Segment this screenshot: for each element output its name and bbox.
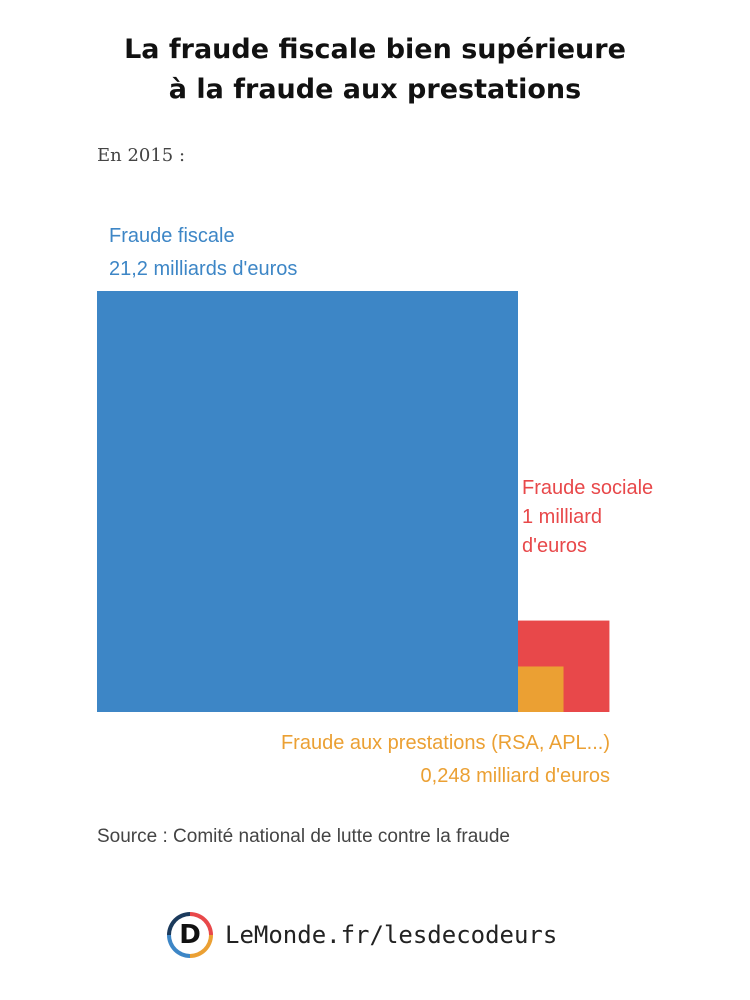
label-fraude-sociale: Fraude sociale 1 milliard d'euros — [522, 474, 653, 561]
label-fraude-sociale-name: Fraude sociale — [522, 477, 654, 499]
chart-subtitle: En 2015 : — [97, 145, 186, 166]
brand-footer[interactable]: D LeMonde.fr/lesdecodeurs — [167, 908, 557, 962]
decodeurs-logo-icon: D — [167, 912, 213, 958]
label-fraude-fiscale-name: Fraude fiscale — [109, 225, 235, 247]
chart-title: La fraude fiscale bien supérieure à la f… — [0, 30, 750, 110]
label-fraude-prestations-value: 0,248 milliard d'euros — [420, 765, 610, 787]
brand-link[interactable]: LeMonde.fr/lesdecodeurs — [225, 921, 558, 949]
label-fraude-prestations-name: Fraude aux prestations (RSA, APL...) — [280, 732, 610, 754]
chart-title-line-1: La fraude fiscale bien supérieure — [124, 34, 626, 65]
label-fraude-fiscale-value: 21,2 milliards d'euros — [109, 258, 298, 280]
square-fraude-prestations — [518, 666, 564, 712]
label-fraude-sociale-value-1: 1 milliard — [522, 506, 603, 528]
chart-title-line-2: à la fraude aux prestations — [168, 74, 582, 105]
brand-logo-letter: D — [179, 920, 201, 950]
square-fraude-sociale — [518, 620, 610, 712]
label-fraude-sociale-value-2: d'euros — [522, 535, 587, 557]
source-note: Source : Comité national de lutte contre… — [97, 826, 510, 847]
label-fraude-fiscale: Fraude fiscale 21,2 milliards d'euros — [109, 220, 297, 286]
square-fraude-fiscale — [97, 291, 518, 712]
label-fraude-prestations: Fraude aux prestations (RSA, APL...) 0,2… — [281, 727, 610, 793]
